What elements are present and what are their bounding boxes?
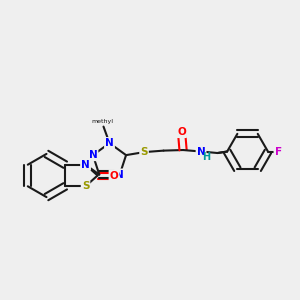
Text: S: S (140, 147, 148, 157)
Text: O: O (177, 127, 186, 137)
Text: O: O (110, 170, 118, 181)
Text: N: N (105, 138, 114, 148)
Text: F: F (274, 146, 282, 157)
Text: S: S (82, 181, 89, 191)
Text: methyl: methyl (92, 119, 114, 124)
Text: N: N (88, 150, 97, 160)
Text: N: N (81, 160, 90, 170)
Text: H: H (202, 152, 210, 162)
Text: N: N (116, 169, 124, 180)
Text: N: N (197, 147, 206, 157)
